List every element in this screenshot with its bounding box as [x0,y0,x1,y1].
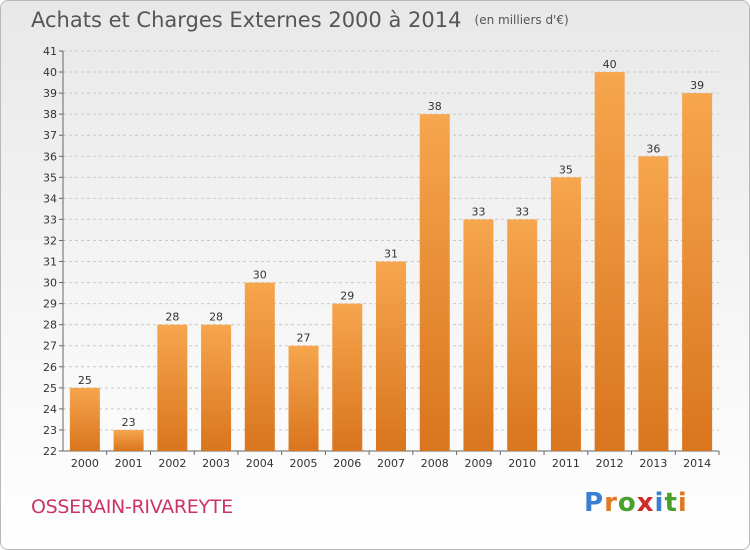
x-tick-label-2004: 2004 [246,457,274,470]
y-tick-label: 28 [43,319,57,332]
y-tick-label: 35 [43,171,57,184]
bar-2003 [201,324,232,451]
data-label-2012: 40 [603,58,617,71]
bar-2010 [507,219,538,451]
data-label-2014: 39 [690,79,704,92]
x-tick-label-2007: 2007 [377,457,405,470]
y-tick-label: 22 [43,445,57,458]
y-tick-label: 24 [43,403,57,416]
y-tick-label: 40 [43,66,57,79]
logo-letter: t [664,488,678,518]
y-tick-label: 38 [43,108,57,121]
y-tick-label: 30 [43,277,57,290]
y-tick-label: 36 [43,150,57,163]
bar-2014 [682,93,713,452]
data-label-2009: 33 [471,205,485,218]
bar-2013 [638,156,669,451]
x-tick-label-2005: 2005 [290,457,318,470]
y-tick-label: 31 [43,256,57,269]
bars [69,72,713,452]
logo-letter: i [677,488,688,518]
chart-subtitle: (en milliers d'€) [474,13,569,27]
y-tick-label: 39 [43,87,57,100]
bar-2008 [419,114,450,451]
logo-letter: i [654,488,665,518]
y-tick-label: 23 [43,424,57,437]
logo-letter: P [584,488,605,518]
bar-2005 [288,345,319,451]
data-label-2008: 38 [428,100,442,113]
y-tick-label: 34 [43,192,57,205]
y-tick-label: 27 [43,340,57,353]
data-label-2005: 27 [297,332,311,345]
y-tick-label: 26 [43,361,57,374]
chart-title-block: Achats et Charges Externes 2000 à 2014 (… [31,8,569,32]
proxiti-logo: Proxiti [584,488,688,518]
x-tick-label-2013: 2013 [639,457,667,470]
x-tick-label-2008: 2008 [421,457,449,470]
bar-2001 [113,429,144,451]
commune-name: OSSERAIN-RIVAREYTE [31,496,233,518]
y-tick-label: 29 [43,298,57,311]
bar-2006 [332,303,363,451]
y-tick-label: 41 [43,45,57,58]
bar-2000 [69,387,100,451]
x-tick-label-2001: 2001 [115,457,143,470]
data-label-2004: 30 [253,269,267,282]
y-tick-label: 37 [43,129,57,142]
data-label-2013: 36 [646,142,660,155]
labels: 22 23 24 25 26 27 28 29 30 31 32 33 34 35 36 37 38 39 40 41… [43,45,711,470]
x-tick-label-2012: 2012 [596,457,624,470]
logo-letter: r [604,488,618,518]
logo-letter: x [636,488,655,518]
bar-2012 [594,72,625,451]
data-label-2003: 28 [209,311,223,324]
y-tick-label: 25 [43,382,57,395]
x-tick-label-2010: 2010 [508,457,536,470]
x-tick-label-2002: 2002 [158,457,186,470]
data-label-2006: 29 [340,290,354,303]
bar-2004 [244,282,275,451]
data-label-2010: 33 [515,205,529,218]
logo-letter: o [617,488,637,518]
x-tick-label-2011: 2011 [552,457,580,470]
x-tick-label-2006: 2006 [333,457,361,470]
data-label-2007: 31 [384,248,398,261]
bar-2007 [376,261,406,451]
x-tick-label-2000: 2000 [71,457,99,470]
x-tick-label-2003: 2003 [202,457,230,470]
bar-2002 [157,324,188,451]
x-tick-label-2014: 2014 [683,457,711,470]
data-label-2002: 28 [165,311,179,324]
chart-title: Achats et Charges Externes 2000 à 2014 [31,8,462,32]
x-tick-label-2009: 2009 [464,457,492,470]
bar-2009 [463,219,494,451]
data-label-2000: 25 [78,374,92,387]
y-tick-label: 32 [43,234,57,247]
bar-2011 [550,177,581,451]
y-tick-label: 33 [43,213,57,226]
data-label-2011: 35 [559,163,573,176]
data-label-2001: 23 [122,416,136,429]
